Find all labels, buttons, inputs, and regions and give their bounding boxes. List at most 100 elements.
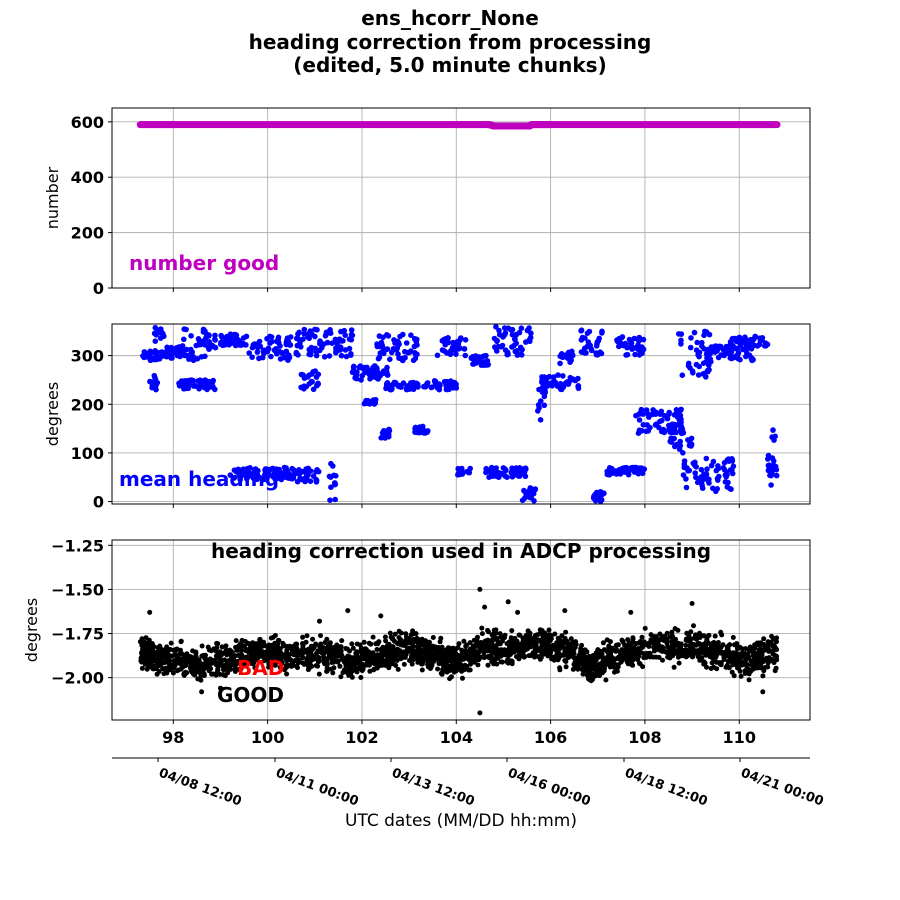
data-point xyxy=(391,656,397,662)
data-point xyxy=(417,637,423,643)
data-point xyxy=(284,671,290,677)
data-point xyxy=(197,341,203,348)
data-point xyxy=(728,348,734,354)
data-point xyxy=(227,472,234,478)
data-point xyxy=(704,664,709,670)
data-point xyxy=(277,343,283,349)
data-point xyxy=(709,660,715,666)
data-point xyxy=(178,666,184,672)
data-point xyxy=(301,661,307,667)
y-tick-label: 200 xyxy=(71,395,104,414)
data-point xyxy=(427,639,432,645)
data-point xyxy=(584,661,590,667)
data-point xyxy=(770,651,776,657)
data-point xyxy=(217,654,223,660)
data-point xyxy=(279,660,285,666)
data-point xyxy=(643,654,649,660)
data-point xyxy=(549,656,555,662)
data-point xyxy=(619,637,625,643)
data-point xyxy=(698,466,705,473)
data-point xyxy=(165,667,171,673)
data-point xyxy=(621,465,628,471)
x-tick-label: 108 xyxy=(628,728,661,747)
data-point xyxy=(223,643,229,649)
data-point xyxy=(455,341,462,347)
data-point xyxy=(689,368,696,375)
data-point xyxy=(647,424,653,431)
data-point xyxy=(449,674,454,680)
figure-title: ens_hcorr_None heading correction from p… xyxy=(249,6,652,77)
data-point xyxy=(297,340,303,346)
data-point xyxy=(554,383,561,389)
data-point xyxy=(315,663,321,669)
data-point xyxy=(622,642,628,648)
data-point xyxy=(163,647,168,653)
data-point xyxy=(604,637,610,643)
data-point xyxy=(502,347,509,354)
data-point xyxy=(419,667,425,673)
data-point xyxy=(423,638,429,644)
data-point xyxy=(399,355,405,362)
data-point xyxy=(720,465,727,471)
data-point xyxy=(360,365,367,372)
data-point xyxy=(272,633,278,638)
date-tick-label: 04/18 12:00 xyxy=(623,766,710,810)
data-point xyxy=(730,650,736,656)
data-point xyxy=(385,433,392,440)
data-point xyxy=(413,631,419,637)
data-point xyxy=(699,642,705,648)
data-point xyxy=(151,372,158,379)
data-point xyxy=(199,643,205,649)
data-point xyxy=(324,645,330,651)
data-point xyxy=(754,662,760,668)
data-point xyxy=(310,636,316,642)
data-point xyxy=(598,649,604,655)
data-point xyxy=(241,661,247,667)
data-point xyxy=(475,662,481,668)
data-point xyxy=(461,648,467,654)
data-point xyxy=(678,406,684,413)
data-point xyxy=(183,326,189,333)
data-point xyxy=(226,342,232,348)
data-point xyxy=(385,333,392,339)
data-point xyxy=(141,354,147,361)
data-point xyxy=(739,661,745,667)
data-point xyxy=(664,630,670,636)
data-point xyxy=(639,346,646,353)
data-point xyxy=(194,661,200,667)
data-point xyxy=(163,348,170,355)
data-point xyxy=(359,372,366,379)
data-point xyxy=(738,673,744,679)
data-point xyxy=(428,663,434,669)
data-point xyxy=(390,644,396,650)
data-point xyxy=(676,660,682,666)
data-point xyxy=(615,654,621,660)
data-point xyxy=(348,337,355,343)
data-point xyxy=(676,446,683,453)
data-point xyxy=(765,639,771,645)
data-point xyxy=(437,650,443,656)
data-points xyxy=(140,324,780,505)
data-points xyxy=(137,586,780,716)
data-point xyxy=(381,346,387,353)
data-point xyxy=(452,345,459,351)
data-point xyxy=(161,671,167,677)
date-tick-label: 04/11 00:00 xyxy=(274,766,361,810)
data-point xyxy=(730,635,736,640)
data-point xyxy=(455,465,462,472)
data-point xyxy=(460,675,465,681)
data-point xyxy=(665,650,671,656)
data-point xyxy=(580,671,586,677)
data-point xyxy=(295,352,301,358)
data-point xyxy=(163,353,170,360)
data-point xyxy=(347,648,352,654)
data-point xyxy=(363,662,369,668)
data-point xyxy=(178,639,184,645)
data-point xyxy=(718,662,724,668)
data-point xyxy=(296,329,302,336)
data-point xyxy=(466,469,472,475)
data-point xyxy=(669,633,675,639)
data-point xyxy=(770,427,776,433)
data-point xyxy=(609,645,615,651)
